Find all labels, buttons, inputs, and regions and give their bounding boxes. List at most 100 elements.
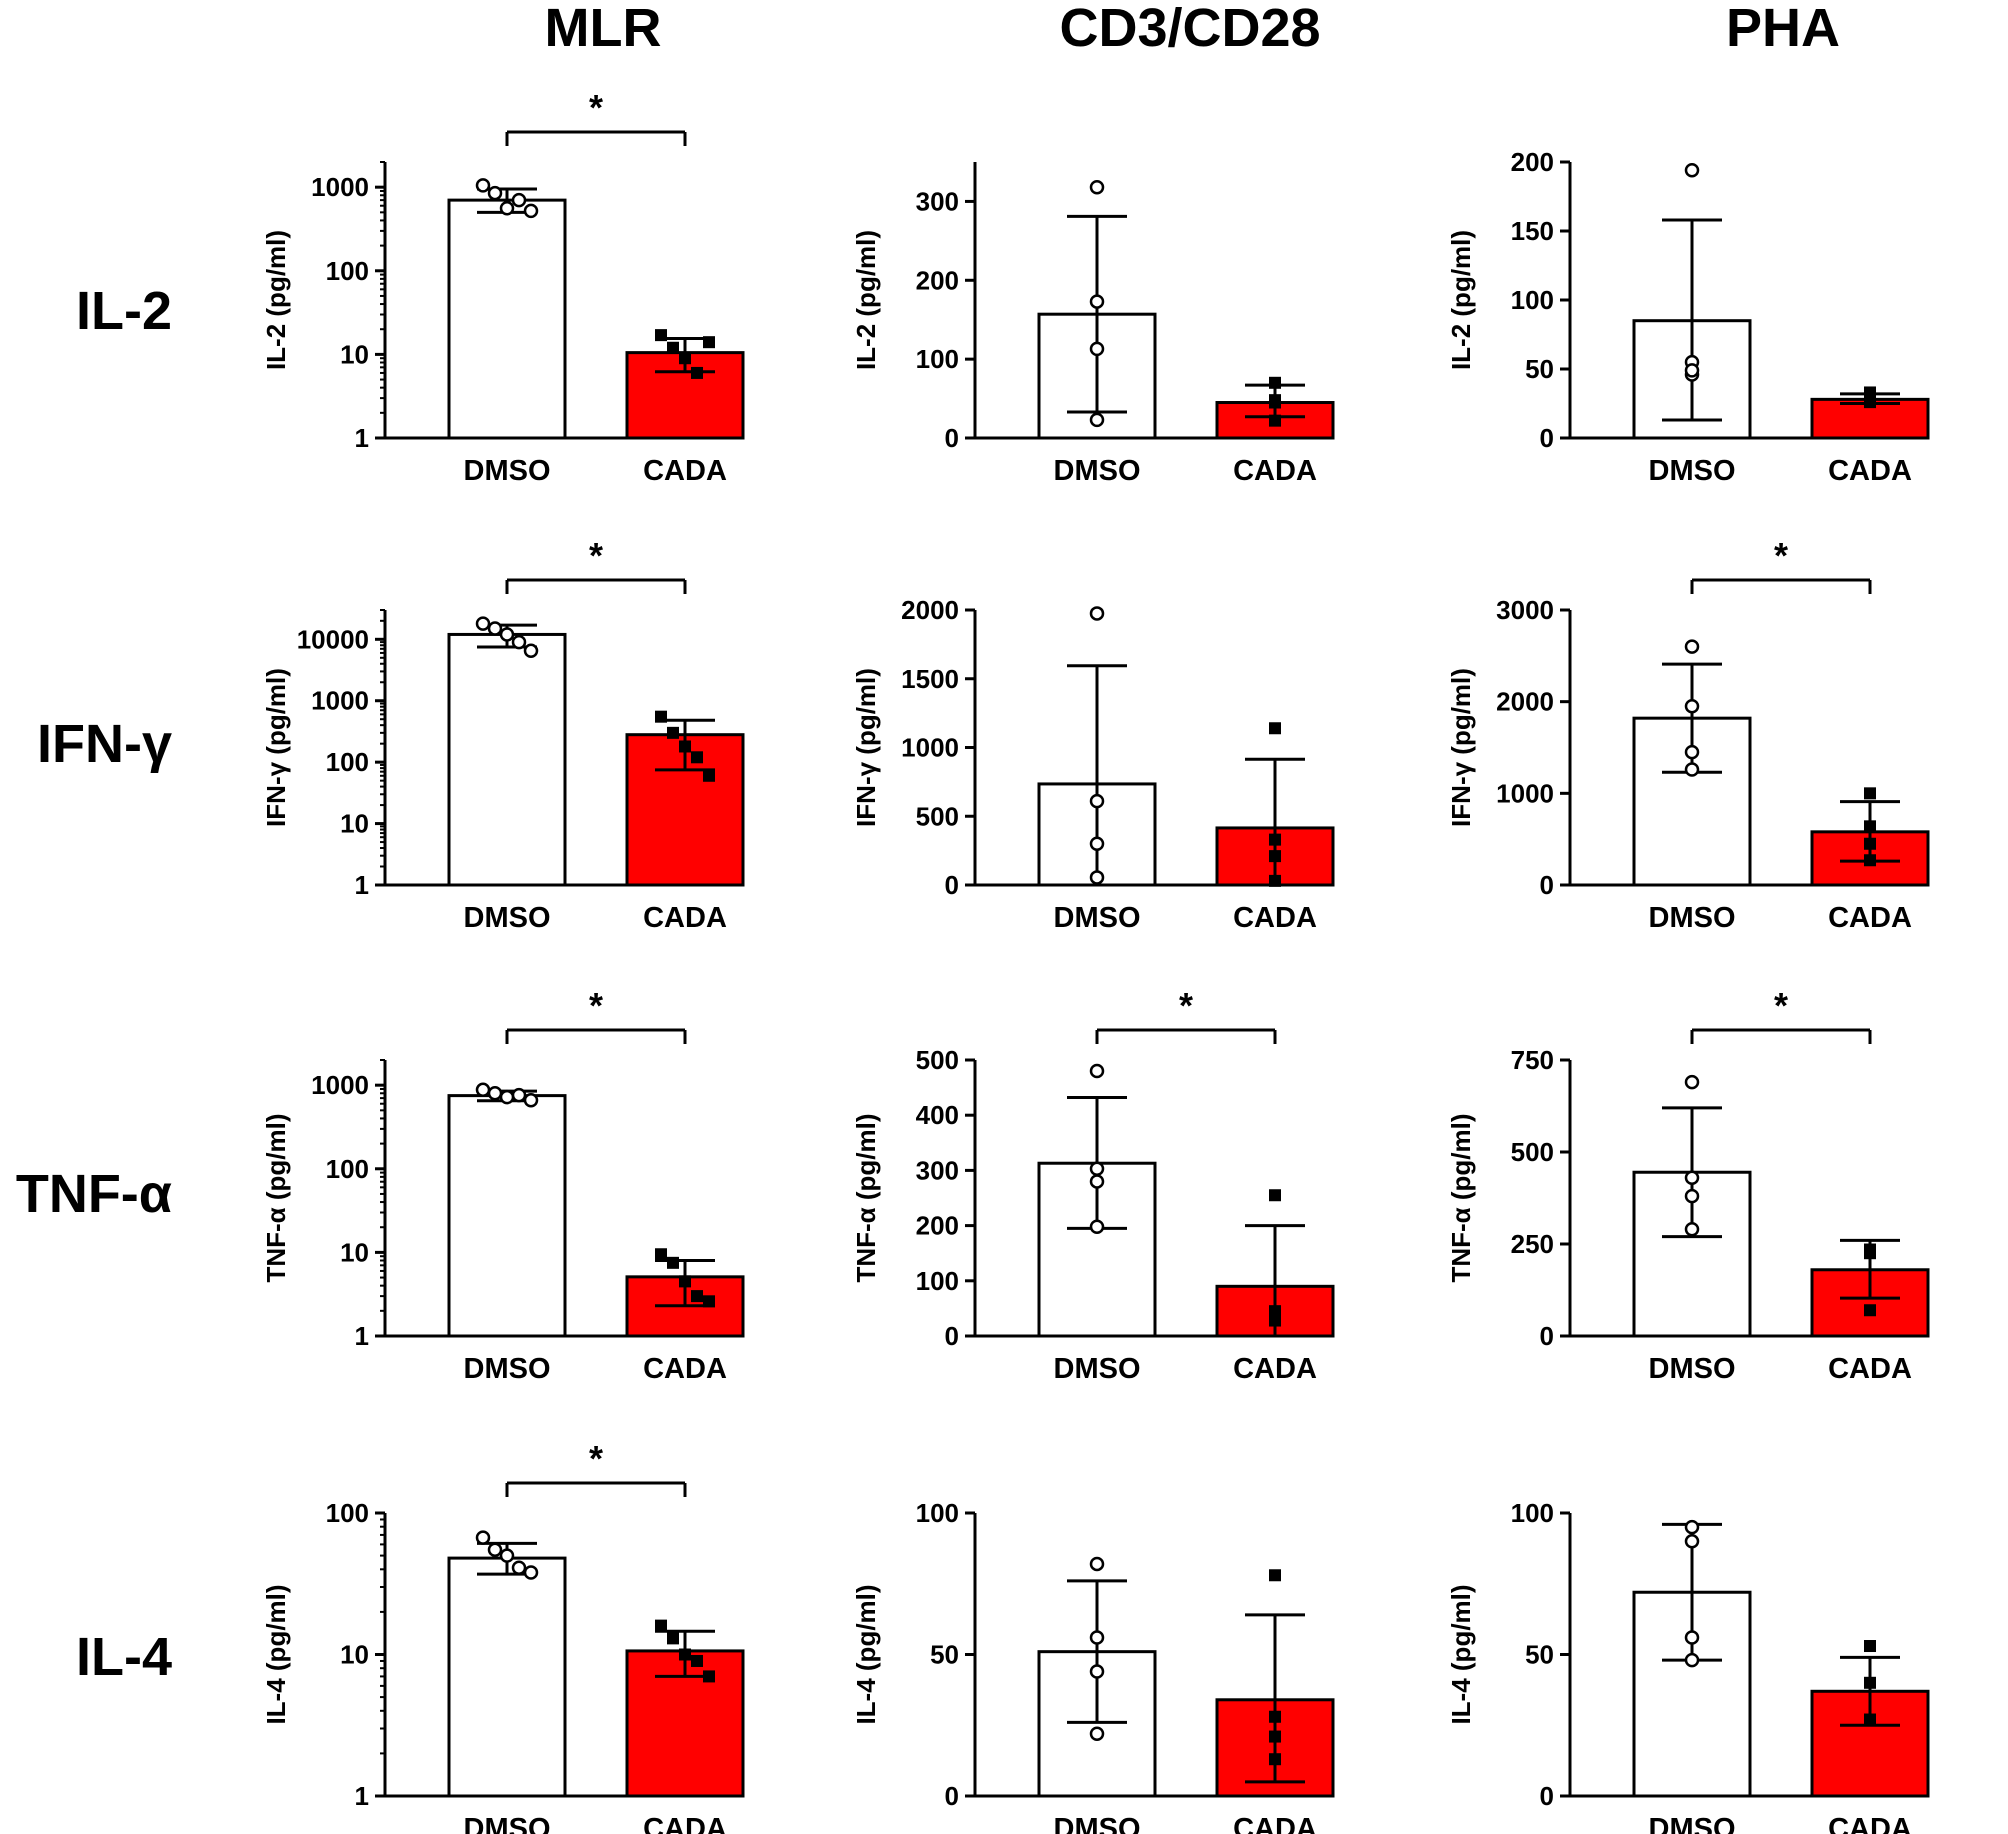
y-axis-label: TNF-α (pg/ml) bbox=[851, 1113, 881, 1282]
bar-dmso bbox=[447, 198, 567, 440]
row-title-il4: IL-4 bbox=[76, 1627, 172, 1687]
y-tick-label: 500 bbox=[916, 1045, 959, 1075]
point-cada bbox=[1864, 854, 1876, 867]
category-label: DMSO bbox=[1054, 455, 1141, 487]
point-dmso bbox=[499, 627, 515, 642]
point-cada bbox=[1269, 396, 1281, 409]
y-axis-label: TNF-α (pg/ml) bbox=[261, 1113, 291, 1282]
y-tick-label: 1 bbox=[355, 423, 369, 453]
y-tick-label: 3000 bbox=[1496, 595, 1554, 625]
y-tick-label: 100 bbox=[1511, 285, 1554, 315]
point-dmso bbox=[487, 621, 503, 636]
y-tick-label: 1500 bbox=[901, 664, 959, 694]
y-tick-label: 500 bbox=[1511, 1137, 1554, 1167]
point-dmso bbox=[499, 200, 515, 216]
point-cada bbox=[1864, 1247, 1876, 1260]
y-axis-label: IFN-γ (pg/ml) bbox=[261, 668, 291, 827]
y-axis-label: IL-4 (pg/ml) bbox=[1446, 1584, 1476, 1724]
point-cada bbox=[691, 1290, 703, 1303]
point-dmso bbox=[511, 1087, 527, 1103]
point-dmso bbox=[1684, 1170, 1700, 1186]
point-dmso bbox=[1684, 1519, 1700, 1535]
y-tick-label: 0 bbox=[1540, 1781, 1554, 1811]
y-tick-label: 0 bbox=[1540, 1321, 1554, 1351]
y-axis-label: IFN-γ (pg/ml) bbox=[851, 668, 881, 827]
panel-il2-pha: 0 50 100 150 200 IL-2 (pg/ml) DMSO CADA bbox=[1446, 147, 1930, 487]
panel-il4-cd3: 0 50 100 IL-4 (pg/ml) DMSO CADA bbox=[851, 1498, 1335, 1834]
point-dmso bbox=[1089, 412, 1105, 428]
point-cada bbox=[655, 1619, 667, 1632]
category-label: DMSO bbox=[1054, 902, 1141, 934]
y-tick-label: 150 bbox=[1511, 216, 1554, 246]
bar-cada bbox=[1810, 1268, 1930, 1338]
point-dmso bbox=[1089, 606, 1105, 621]
category-label: DMSO bbox=[1649, 1813, 1736, 1834]
row-title-ifng: IFN-γ bbox=[37, 714, 172, 774]
significance-asterisk: * bbox=[589, 87, 603, 128]
y-tick-label: 1000 bbox=[901, 733, 959, 763]
point-cada bbox=[1269, 850, 1281, 863]
point-dmso bbox=[1684, 1630, 1700, 1645]
y-axis-label: IL-2 (pg/ml) bbox=[851, 230, 881, 370]
point-dmso bbox=[1684, 699, 1700, 714]
y-tick-label: 1 bbox=[355, 1321, 369, 1351]
point-cada bbox=[1864, 1713, 1876, 1726]
point-cada bbox=[1269, 376, 1281, 389]
y-tick-label: 1000 bbox=[311, 1070, 369, 1100]
point-dmso bbox=[1089, 870, 1105, 885]
point-dmso bbox=[1684, 1534, 1700, 1549]
point-dmso bbox=[475, 616, 491, 631]
category-label: CADA bbox=[1233, 1353, 1317, 1385]
point-cada bbox=[679, 352, 691, 365]
category-label: DMSO bbox=[1649, 1353, 1736, 1385]
panel-tnfa-pha: 0 250 500 750 TNF-α (pg/ml) DMSO CADA * bbox=[1446, 985, 1930, 1385]
category-label: CADA bbox=[1828, 455, 1912, 487]
point-cada bbox=[1864, 787, 1876, 800]
point-cada bbox=[1269, 1753, 1281, 1766]
panel-tnfa-cd3: 0 100 200 300 400 500 TNF-α (pg/ml) DMSO CADA * bbox=[851, 985, 1335, 1385]
bar-dmso bbox=[447, 1556, 567, 1798]
point-cada bbox=[1864, 820, 1876, 833]
y-axis-label: IL-2 (pg/ml) bbox=[1446, 230, 1476, 370]
y-tick-label: 1000 bbox=[311, 172, 369, 202]
point-dmso bbox=[475, 178, 491, 193]
panel-il2-mlr: 1 10 100 1000 IL-2 (pg/ml) DMSO CADA * bbox=[261, 87, 745, 487]
y-tick-label: 2000 bbox=[901, 595, 959, 625]
point-dmso bbox=[1089, 1664, 1105, 1679]
y-tick-label: 100 bbox=[1511, 1498, 1554, 1528]
category-label: DMSO bbox=[464, 455, 551, 487]
point-cada bbox=[1269, 874, 1281, 887]
y-tick-label: 100 bbox=[916, 1266, 959, 1296]
point-dmso bbox=[1089, 1219, 1105, 1234]
y-tick-label: 500 bbox=[916, 801, 959, 831]
point-cada bbox=[1269, 722, 1281, 735]
category-label: CADA bbox=[1233, 902, 1317, 934]
category-label: CADA bbox=[1828, 1813, 1912, 1834]
y-tick-label: 10 bbox=[340, 339, 369, 369]
point-cada bbox=[703, 336, 715, 349]
category-label: DMSO bbox=[464, 1813, 551, 1834]
point-dmso bbox=[1089, 1161, 1105, 1176]
significance-asterisk: * bbox=[1774, 535, 1788, 576]
point-cada bbox=[667, 1256, 679, 1269]
row-title-il2: IL-2 bbox=[76, 281, 172, 341]
y-tick-label: 100 bbox=[326, 1154, 369, 1184]
point-dmso bbox=[1684, 363, 1700, 378]
y-tick-label: 10000 bbox=[297, 624, 369, 654]
point-dmso bbox=[1089, 341, 1105, 357]
point-cada bbox=[1864, 1304, 1876, 1317]
point-dmso bbox=[1089, 179, 1105, 195]
point-cada bbox=[691, 751, 703, 764]
y-axis-label: IL-2 (pg/ml) bbox=[261, 230, 291, 370]
point-cada bbox=[1864, 837, 1876, 850]
column-title-mlr: MLR bbox=[545, 0, 662, 58]
point-cada bbox=[1269, 833, 1281, 846]
point-cada bbox=[703, 769, 715, 782]
point-cada bbox=[655, 1248, 667, 1261]
panel-il4-mlr: 1 10 100 IL-4 (pg/ml) DMSO CADA * bbox=[261, 1438, 745, 1834]
y-tick-label: 0 bbox=[945, 1781, 959, 1811]
y-tick-label: 200 bbox=[916, 1211, 959, 1241]
column-title-pha: PHA bbox=[1726, 0, 1840, 58]
